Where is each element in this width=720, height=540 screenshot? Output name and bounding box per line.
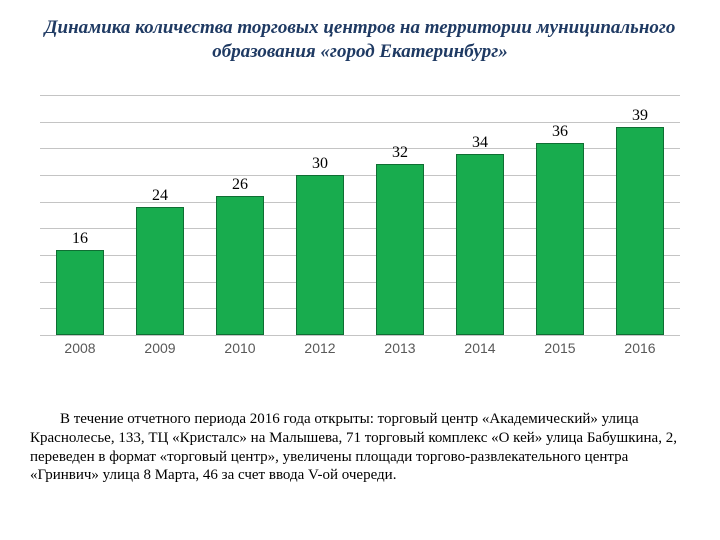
bar — [376, 164, 424, 335]
page-title: Динамика количества торговых центров на … — [30, 16, 690, 64]
bar-value-label: 39 — [600, 107, 680, 125]
x-axis-label: 2014 — [440, 340, 520, 356]
x-axis-label: 2013 — [360, 340, 440, 356]
bar — [616, 127, 664, 335]
gridline — [40, 335, 680, 336]
bar-value-label: 30 — [280, 155, 360, 173]
bar-value-label: 36 — [520, 123, 600, 141]
x-axis-label: 2015 — [520, 340, 600, 356]
body-text: В течение отчетного периода 2016 года от… — [30, 410, 690, 485]
bar-value-label: 26 — [200, 176, 280, 194]
bar-slot: 30 — [280, 95, 360, 335]
bar — [216, 196, 264, 335]
bar — [456, 154, 504, 335]
bar-value-label: 32 — [360, 144, 440, 162]
bar-slot: 34 — [440, 95, 520, 335]
bar — [296, 175, 344, 335]
bar-slot: 39 — [600, 95, 680, 335]
bar-slot: 24 — [120, 95, 200, 335]
chart: 1624263032343639 20082009201020122013201… — [40, 85, 680, 385]
bar-value-label: 24 — [120, 187, 200, 205]
slide: Динамика количества торговых центров на … — [0, 0, 720, 540]
x-axis-label: 2010 — [200, 340, 280, 356]
bar-slot: 16 — [40, 95, 120, 335]
x-axis-labels: 20082009201020122013201420152016 — [40, 340, 680, 380]
bar-value-label: 16 — [40, 230, 120, 248]
bar-value-label: 34 — [440, 134, 520, 152]
bar-slot: 36 — [520, 95, 600, 335]
bars-group: 16 24263032343639 — [40, 95, 680, 335]
bar-slot: 32 — [360, 95, 440, 335]
x-axis-label: 2012 — [280, 340, 360, 356]
plot-area: 16 24263032343639 — [40, 95, 680, 335]
bar-slot: 26 — [200, 95, 280, 335]
x-axis-label: 2008 — [40, 340, 120, 356]
bar — [56, 250, 104, 335]
bar — [536, 143, 584, 335]
x-axis-label: 2009 — [120, 340, 200, 356]
bar — [136, 207, 184, 335]
x-axis-label: 2016 — [600, 340, 680, 356]
body-paragraph: В течение отчетного периода 2016 года от… — [30, 410, 690, 485]
